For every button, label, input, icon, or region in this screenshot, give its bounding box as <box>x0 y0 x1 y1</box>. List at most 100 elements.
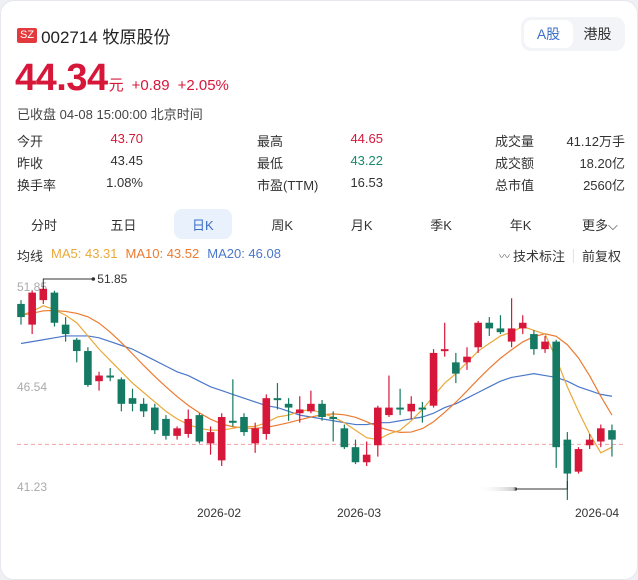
min-annotation-line <box>515 481 568 490</box>
candle-body <box>329 417 337 420</box>
tab-period-1[interactable]: 五日 <box>110 217 137 233</box>
candle-body <box>229 420 237 423</box>
candle-body <box>50 292 59 323</box>
candle-body <box>307 403 315 412</box>
candle-body <box>585 439 594 446</box>
chart-tools: 〰 技术标注 前复权 <box>499 246 621 265</box>
candle-body <box>530 334 538 350</box>
x-tick-mar: 2026-03 <box>337 506 382 520</box>
candle-body <box>184 418 193 434</box>
period-tabs: 分时 五日 日K 周K 月K 季K 年K 更多⌵ <box>15 209 629 239</box>
candle-body <box>95 375 103 382</box>
candle-body <box>61 324 70 335</box>
stat-label: 成交量 <box>495 134 535 149</box>
candle-body <box>407 403 416 412</box>
candle-body <box>139 403 148 412</box>
candle-body <box>429 352 438 406</box>
candle-body <box>463 356 471 363</box>
y-tick-label: 46.54 <box>17 380 47 394</box>
candle-body <box>117 379 126 404</box>
tab-period-5[interactable]: 季K <box>430 217 452 233</box>
tab-period-4[interactable]: 月K <box>350 217 373 233</box>
candle-body <box>262 398 271 434</box>
stat-label: 成交额 <box>495 156 535 171</box>
candle-body <box>496 328 505 333</box>
stat-value: 43.45 <box>110 153 143 168</box>
stat-value: 41.12万手 <box>566 134 625 149</box>
candle-body <box>106 375 114 378</box>
ma10-value: MA10: 43.52 <box>125 246 200 261</box>
candle-body <box>72 339 81 352</box>
candle-body <box>351 447 360 463</box>
stat-value: 43.70 <box>110 131 143 146</box>
market-a-share-button[interactable]: A股 <box>524 20 573 48</box>
ma5-value: MA5: 43.31 <box>51 246 118 261</box>
price-row: 44.34 元 +0.89 +2.05% <box>15 57 229 100</box>
tab-period-0[interactable]: 分时 <box>30 217 57 233</box>
stock-title[interactable]: 002714 牧原股份 <box>41 28 171 47</box>
candle-body <box>128 398 137 404</box>
candle-body <box>340 428 349 448</box>
candle-body <box>206 432 215 444</box>
candle-body <box>84 351 92 385</box>
tab-period-3[interactable]: 周K <box>271 217 294 233</box>
candle-body <box>563 439 572 474</box>
stat-value: 2560亿 <box>583 178 625 193</box>
market-toggle: A股 港股 <box>521 17 625 51</box>
candle-body <box>418 407 427 410</box>
stat-label: 换手率 <box>17 178 57 193</box>
tab-period-6[interactable]: 年K <box>509 217 532 233</box>
stat-value: 43.22 <box>350 153 383 168</box>
candle-body <box>474 322 482 348</box>
stat-label: 最高 <box>257 134 284 149</box>
candle-body <box>284 403 293 408</box>
candle-body <box>608 430 616 440</box>
stat-value: 1.08% <box>106 175 143 190</box>
candle-body <box>485 322 494 329</box>
max-annotation-label: 51.85 <box>97 272 127 286</box>
tools-divider <box>572 248 574 263</box>
max-annotation-dot <box>91 277 96 281</box>
ma20-value: MA20: 46.08 <box>207 246 281 261</box>
candle-body <box>552 341 560 448</box>
price-adjust-button[interactable]: 前复权 <box>581 249 621 264</box>
stat-value: 44.65 <box>350 131 383 146</box>
candle-body <box>518 322 527 329</box>
stat-label: 最低 <box>257 156 284 171</box>
candle-body <box>452 362 460 374</box>
tech-annotation-icon: 〰 <box>498 250 510 263</box>
stat-label: 市盈(TTM) <box>257 178 319 193</box>
min-annotation-fade <box>477 487 516 491</box>
exchange-badge: SZ <box>17 28 38 43</box>
tech-annotation-button[interactable]: 技术标注 <box>512 249 565 264</box>
candle-body <box>385 407 393 416</box>
price-change-pct: +2.05% <box>177 77 229 94</box>
market-status: 已收盘 04-08 15:00:00 北京时间 <box>17 107 203 122</box>
ma10-line <box>20 309 613 434</box>
max-annotation-line <box>42 278 94 290</box>
candle-body <box>195 415 204 442</box>
candle-body <box>162 418 170 436</box>
tab-period-7[interactable]: 更多⌵ <box>582 217 618 233</box>
stock-title-row: SZ 002714 牧原股份 <box>17 23 171 48</box>
candle-body <box>440 349 449 352</box>
ma-label: 均线 <box>17 249 44 264</box>
stat-label: 昨收 <box>17 156 44 171</box>
stat-value: 18.20亿 <box>579 156 625 171</box>
ma-legend: 均线 MA5: 43.31 MA10: 43.52 MA20: 46.08 <box>17 246 281 265</box>
price-change: +0.89 <box>131 77 170 94</box>
candle-body <box>173 428 181 436</box>
candle-body <box>28 292 36 325</box>
tab-period-2[interactable]: 日K <box>173 209 232 239</box>
ma20-line <box>20 335 613 426</box>
candle-body <box>151 407 159 431</box>
stat-value: 16.53 <box>350 175 383 190</box>
stat-label: 今开 <box>17 134 44 149</box>
candle-body <box>39 288 48 301</box>
candle-body <box>273 398 282 401</box>
y-tick-label: 41.23 <box>17 480 47 494</box>
candle-body <box>541 341 549 350</box>
market-hk-share-button[interactable]: 港股 <box>583 26 612 42</box>
